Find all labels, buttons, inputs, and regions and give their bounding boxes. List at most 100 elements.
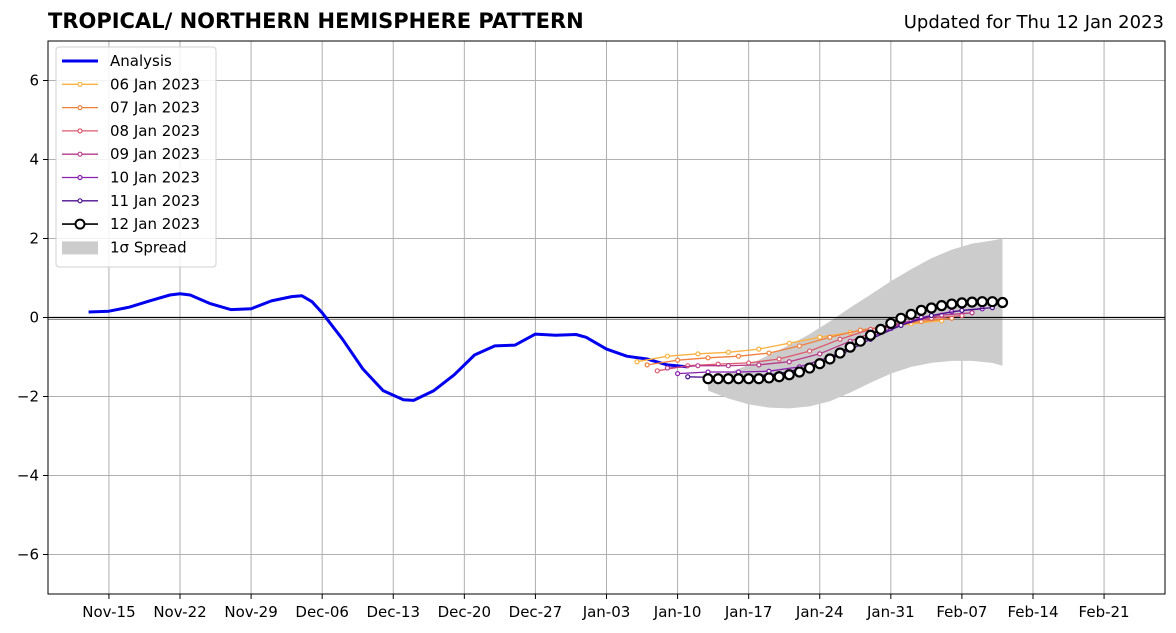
data-point: [803, 362, 816, 374]
data-point: [905, 308, 917, 320]
data-point: [705, 355, 711, 361]
data-point: [935, 300, 948, 312]
legend-marker: [77, 81, 83, 87]
legend-label: 09 Jan 2023: [110, 145, 200, 163]
data-point: [966, 296, 978, 308]
y-tick-label: 6: [29, 72, 39, 90]
x-tick-label: Jan-31: [866, 603, 915, 621]
data-point: [783, 369, 795, 381]
data-point: [959, 307, 965, 313]
data-point: [756, 346, 762, 352]
data-point: [827, 334, 833, 340]
data-point: [956, 297, 968, 309]
data-point: [685, 374, 691, 380]
legend-marker: [77, 104, 83, 111]
data-point: [793, 366, 806, 378]
data-point: [946, 298, 958, 310]
data-point: [712, 373, 724, 385]
data-point: [695, 363, 701, 369]
spread-band: [708, 238, 1003, 409]
y-tick-label: −2: [17, 388, 39, 406]
data-point: [854, 335, 866, 347]
data-point: [895, 312, 907, 324]
x-tick-label: Jan-03: [582, 603, 631, 621]
data-point: [844, 341, 856, 353]
data-point: [898, 322, 904, 328]
data-point: [986, 296, 998, 308]
legend-swatch: [62, 241, 98, 255]
data-point: [763, 372, 775, 384]
data-point: [674, 357, 681, 363]
x-tick-label: Dec-27: [509, 603, 563, 621]
chart-title: TROPICAL/ NORTHERN HEMISPHERE PATTERN: [48, 9, 584, 33]
legend-label: 11 Jan 2023: [110, 192, 200, 210]
x-tick-label: Nov-29: [224, 603, 277, 621]
data-point: [674, 370, 681, 377]
data-point: [735, 353, 742, 359]
data-point: [722, 373, 734, 385]
data-point: [732, 373, 745, 385]
data-point: [817, 351, 823, 357]
legend-label: Analysis: [110, 52, 172, 70]
x-tick-label: Jan-24: [795, 603, 844, 621]
data-point: [753, 373, 765, 385]
legend-marker: [77, 128, 83, 134]
data-point: [864, 329, 877, 341]
data-point: [766, 350, 772, 356]
data-point: [664, 365, 671, 371]
data-point: [786, 340, 792, 346]
data-point: [976, 296, 988, 308]
data-point: [814, 358, 826, 370]
legend-label: 06 Jan 2023: [110, 75, 200, 93]
data-point: [817, 334, 823, 340]
spread-area: [708, 238, 1003, 409]
data-point: [875, 323, 887, 335]
data-point: [654, 368, 660, 374]
x-tick-label: Jan-10: [653, 603, 702, 621]
x-tick-label: Feb-07: [936, 603, 987, 621]
data-point: [664, 353, 671, 359]
data-point: [834, 347, 846, 359]
x-tick-label: Dec-13: [366, 603, 420, 621]
x-tick-label: Feb-14: [1007, 603, 1058, 621]
legend-marker: [77, 174, 83, 181]
data-point: [743, 373, 755, 385]
data-point: [702, 373, 714, 385]
x-tick-label: Jan-17: [724, 603, 773, 621]
data-point: [806, 348, 813, 354]
x-tick-label: Nov-22: [153, 603, 206, 621]
x-tick-label: Dec-20: [438, 603, 492, 621]
data-point: [725, 349, 731, 355]
y-tick-label: 4: [29, 151, 39, 169]
legend-label: 08 Jan 2023: [110, 122, 200, 140]
series-line: [88, 292, 688, 402]
data-point: [695, 351, 701, 357]
data-point: [925, 302, 938, 314]
legend-marker: [77, 198, 83, 204]
data-point: [915, 304, 927, 316]
data-point: [634, 359, 640, 365]
legend-marker: [77, 151, 83, 157]
zero-line: [48, 316, 1165, 320]
x-tick-label: Nov-15: [82, 603, 135, 621]
data-point: [773, 371, 785, 383]
data-point: [776, 356, 782, 362]
x-tick-label: Dec-06: [295, 603, 349, 621]
legend-label: 10 Jan 2023: [110, 169, 200, 187]
data-point: [644, 362, 650, 368]
data-point: [824, 353, 836, 365]
series-lines: [88, 292, 1009, 402]
legend-label: 1σ Spread: [110, 238, 187, 256]
y-tick-label: 2: [29, 230, 39, 248]
legend: Analysis 06 Jan 2023 07 Jan 2023 08 Jan 202…: [55, 46, 217, 268]
data-point: [928, 312, 935, 319]
series-0: [88, 292, 688, 402]
y-tick-label: −6: [17, 546, 39, 564]
data-point: [885, 317, 897, 330]
data-point: [969, 310, 975, 316]
data-point: [786, 359, 792, 365]
data-point: [756, 362, 762, 368]
data-point: [725, 363, 731, 369]
y-tick-label: −4: [17, 467, 39, 485]
